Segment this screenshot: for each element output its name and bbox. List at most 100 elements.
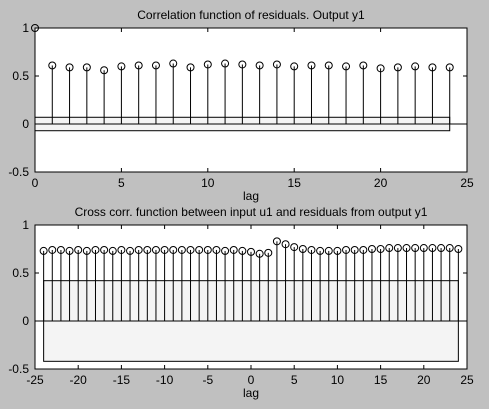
stem-marker	[108, 246, 117, 255]
y-tick-label: 0.5	[12, 266, 29, 280]
x-tick-label: 0	[248, 373, 255, 387]
stem-marker	[229, 245, 238, 254]
stem-marker	[445, 244, 454, 253]
stem-marker	[100, 245, 109, 254]
x-tick-label: 10	[331, 373, 345, 387]
stem-marker	[117, 62, 126, 71]
x-tick-label: 5	[291, 373, 298, 387]
x-tick-label: -25	[26, 373, 44, 387]
stem-marker	[82, 246, 91, 255]
x-tick-label: -5	[202, 373, 213, 387]
stem-marker	[74, 245, 83, 254]
x-tick-label: 20	[374, 176, 388, 190]
stem-marker	[428, 244, 437, 253]
y-tick-label: -0.5	[8, 165, 29, 179]
stem-marker	[316, 246, 325, 255]
stem-marker	[65, 63, 74, 72]
x-tick-label: 25	[460, 373, 474, 387]
stem-marker	[324, 246, 333, 255]
x-tick-label: -10	[156, 373, 174, 387]
stem-marker	[91, 245, 100, 254]
stem-marker	[385, 244, 394, 253]
x-tick-label: -20	[70, 373, 88, 387]
stem-marker	[359, 245, 368, 254]
stem-marker	[367, 245, 376, 253]
stem-marker	[333, 246, 342, 255]
stem-marker	[428, 63, 437, 72]
stem-marker	[186, 63, 195, 72]
axes-box	[34, 27, 468, 173]
stem-marker	[221, 246, 230, 255]
stem-marker	[272, 237, 281, 246]
stem-marker	[290, 243, 299, 252]
stem-marker	[445, 63, 454, 72]
x-axis-label: lag	[243, 386, 259, 400]
stem-marker	[143, 245, 152, 254]
stem-marker	[151, 61, 160, 70]
stem-marker	[419, 244, 428, 253]
stem-marker	[255, 61, 264, 70]
stem-marker	[203, 245, 212, 254]
stem-marker	[39, 246, 48, 255]
stem-marker	[393, 63, 402, 72]
x-tick-label: 20	[417, 373, 431, 387]
chart-title: Cross corr. function between input u1 an…	[75, 205, 428, 219]
stem-marker	[402, 244, 411, 253]
stem-marker	[247, 247, 255, 256]
stem-marker	[117, 245, 126, 254]
x-tick-label: 15	[374, 373, 388, 387]
stem-marker	[238, 60, 247, 69]
stem-marker	[221, 59, 230, 68]
stem-marker	[281, 240, 290, 249]
stem-marker	[359, 61, 368, 70]
stem-marker	[264, 248, 273, 257]
stem-marker	[298, 245, 307, 253]
y-tick-label: 0	[22, 117, 29, 131]
stem-marker	[134, 61, 143, 70]
stem-marker	[324, 61, 333, 70]
y-tick-label: 0	[22, 314, 29, 328]
plot-area	[35, 28, 467, 172]
stem-marker	[290, 62, 299, 71]
x-tick-label: 10	[201, 176, 215, 190]
stem-marker	[307, 61, 316, 70]
stem-marker	[56, 245, 65, 254]
x-tick-label: 0	[32, 176, 39, 190]
stem-marker	[350, 245, 359, 254]
chart-2: -25 -20 -15 -10 -5 0 5 10 15 20 25 -0.5 0 0.5 1 Cross c…	[8, 205, 474, 400]
x-tick-label: 5	[118, 176, 125, 190]
stem-marker	[82, 63, 91, 72]
stem-marker	[376, 64, 385, 73]
stem-marker	[48, 245, 57, 254]
stem-marker	[169, 59, 178, 68]
stem-marker	[342, 245, 351, 254]
y-tick-label: 1	[22, 21, 29, 35]
stem-marker	[203, 60, 212, 69]
stem-marker	[177, 245, 186, 254]
x-tick-label: -15	[113, 373, 131, 387]
stem-marker	[454, 245, 463, 253]
chart-title: Correlation function of residuals. Outpu…	[137, 8, 365, 22]
stem-marker	[307, 245, 316, 254]
stem-marker	[411, 62, 420, 71]
x-tick-label: 15	[288, 176, 302, 190]
stem-marker	[272, 60, 281, 69]
stem-marker	[212, 245, 221, 254]
stem-marker	[151, 245, 160, 254]
y-tick-label: 0.5	[12, 69, 29, 83]
stem-marker	[100, 66, 109, 75]
stem-marker	[126, 246, 135, 255]
y-tick-label: 1	[22, 218, 29, 232]
stem-marker	[186, 245, 195, 254]
stem-marker	[48, 61, 57, 70]
stem-marker	[169, 245, 178, 254]
x-tick-label: 25	[460, 176, 474, 190]
stem-marker	[195, 245, 204, 254]
stem-marker	[437, 244, 446, 253]
stem-marker	[376, 245, 385, 253]
stem-marker	[342, 62, 351, 71]
stem-marker	[393, 244, 402, 253]
y-tick-label: -0.5	[8, 362, 29, 376]
